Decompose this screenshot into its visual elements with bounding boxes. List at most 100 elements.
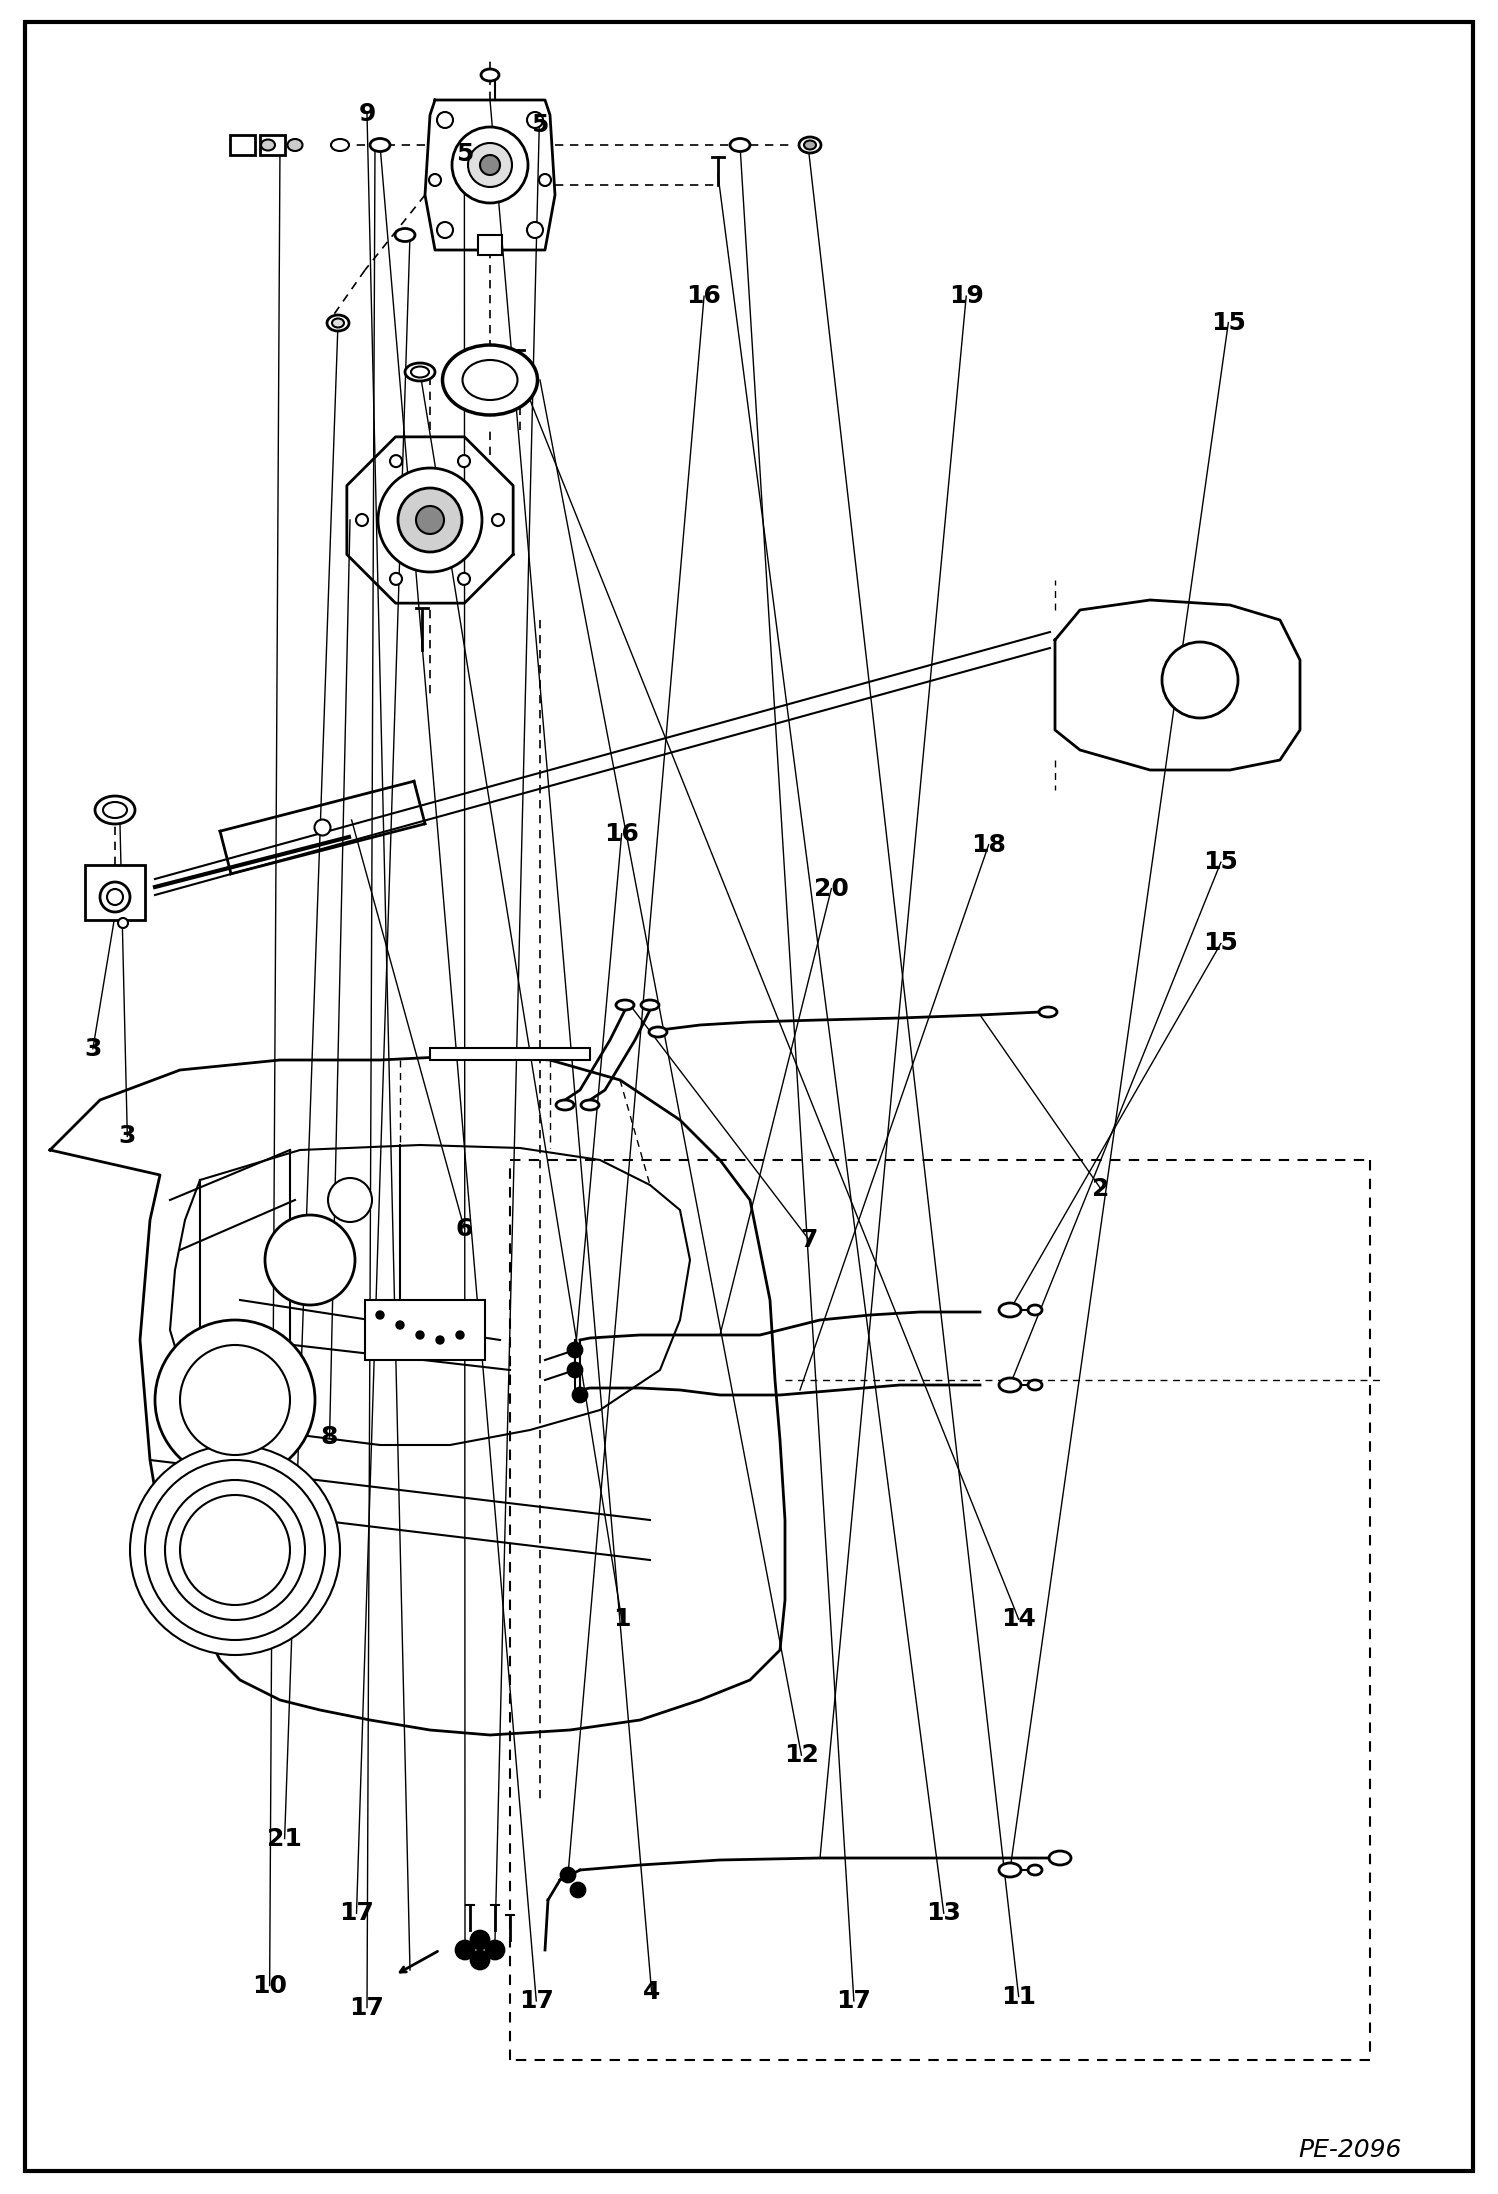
Text: 13: 13	[926, 1902, 962, 1924]
Ellipse shape	[1049, 1852, 1071, 1865]
Circle shape	[568, 1362, 583, 1378]
Circle shape	[455, 1942, 473, 1959]
Circle shape	[145, 1459, 325, 1639]
Text: 15: 15	[1203, 851, 1239, 873]
Circle shape	[437, 112, 452, 127]
Text: 17: 17	[339, 1902, 374, 1924]
Circle shape	[568, 1343, 583, 1358]
Ellipse shape	[395, 228, 415, 241]
Circle shape	[416, 507, 443, 533]
Text: 16: 16	[604, 823, 640, 845]
Circle shape	[118, 917, 127, 928]
Ellipse shape	[798, 136, 821, 154]
Circle shape	[560, 1867, 575, 1882]
Circle shape	[398, 487, 461, 553]
Circle shape	[571, 1882, 586, 1898]
Ellipse shape	[103, 803, 127, 818]
Circle shape	[416, 1332, 424, 1338]
Bar	[261, 136, 285, 156]
Circle shape	[527, 112, 542, 127]
Ellipse shape	[261, 140, 276, 151]
Text: 18: 18	[971, 834, 1007, 856]
Bar	[85, 864, 145, 919]
Ellipse shape	[442, 344, 538, 415]
Ellipse shape	[804, 140, 816, 149]
Ellipse shape	[999, 1378, 1022, 1391]
Text: PE-2096: PE-2096	[1299, 2137, 1402, 2161]
Circle shape	[180, 1345, 291, 1455]
Ellipse shape	[94, 796, 135, 825]
Text: 20: 20	[813, 878, 849, 900]
Bar	[231, 136, 255, 156]
Ellipse shape	[649, 1027, 667, 1038]
Ellipse shape	[370, 138, 389, 151]
Text: 1: 1	[613, 1608, 631, 1630]
Ellipse shape	[556, 1099, 574, 1110]
Bar	[478, 235, 502, 255]
Text: 17: 17	[349, 1997, 385, 2018]
Text: 6: 6	[455, 1218, 473, 1240]
Text: 10: 10	[252, 1975, 288, 1997]
Bar	[366, 1301, 485, 1360]
Text: 3: 3	[84, 1038, 102, 1060]
Text: 14: 14	[1001, 1608, 1037, 1630]
Text: 21: 21	[267, 1828, 303, 1850]
Ellipse shape	[410, 366, 428, 377]
Circle shape	[458, 454, 470, 467]
Ellipse shape	[327, 316, 349, 331]
Circle shape	[452, 127, 527, 204]
Circle shape	[574, 1389, 587, 1402]
Text: 17: 17	[518, 1990, 554, 2012]
Circle shape	[315, 821, 331, 836]
Circle shape	[527, 222, 542, 237]
Text: 16: 16	[686, 285, 722, 307]
Text: 4: 4	[643, 1981, 661, 2003]
Text: 5: 5	[530, 114, 548, 136]
Bar	[430, 1049, 590, 1060]
Ellipse shape	[404, 362, 434, 382]
Circle shape	[470, 1931, 488, 1948]
Circle shape	[428, 173, 440, 186]
Circle shape	[357, 513, 369, 527]
Circle shape	[467, 143, 512, 186]
Text: 12: 12	[783, 1744, 819, 1766]
Ellipse shape	[999, 1863, 1022, 1878]
Circle shape	[436, 1336, 443, 1345]
Ellipse shape	[999, 1303, 1022, 1316]
Ellipse shape	[333, 318, 345, 327]
Text: 5: 5	[455, 143, 473, 165]
Ellipse shape	[1040, 1007, 1058, 1018]
Circle shape	[130, 1446, 340, 1654]
Circle shape	[539, 173, 551, 186]
Circle shape	[100, 882, 130, 913]
Circle shape	[485, 1942, 503, 1959]
Circle shape	[328, 1178, 372, 1222]
Circle shape	[479, 156, 500, 176]
Text: 7: 7	[800, 1229, 818, 1251]
Circle shape	[1162, 643, 1237, 717]
Circle shape	[455, 1332, 464, 1338]
Text: 15: 15	[1210, 312, 1246, 333]
Ellipse shape	[1028, 1305, 1043, 1314]
Text: 9: 9	[358, 103, 376, 125]
Ellipse shape	[641, 1000, 659, 1009]
Ellipse shape	[616, 1000, 634, 1009]
Ellipse shape	[1028, 1865, 1043, 1876]
Circle shape	[377, 467, 482, 573]
Circle shape	[437, 222, 452, 237]
Ellipse shape	[581, 1099, 599, 1110]
Circle shape	[491, 513, 503, 527]
Text: 19: 19	[948, 285, 984, 307]
Ellipse shape	[288, 138, 303, 151]
Ellipse shape	[331, 138, 349, 151]
Circle shape	[180, 1494, 291, 1606]
Text: 11: 11	[1001, 1986, 1037, 2008]
Circle shape	[265, 1215, 355, 1305]
Text: 8: 8	[321, 1426, 339, 1448]
Ellipse shape	[481, 68, 499, 81]
Circle shape	[458, 573, 470, 586]
Text: 2: 2	[1092, 1178, 1110, 1200]
Text: 3: 3	[118, 1126, 136, 1147]
Ellipse shape	[463, 360, 517, 399]
Ellipse shape	[730, 138, 750, 151]
